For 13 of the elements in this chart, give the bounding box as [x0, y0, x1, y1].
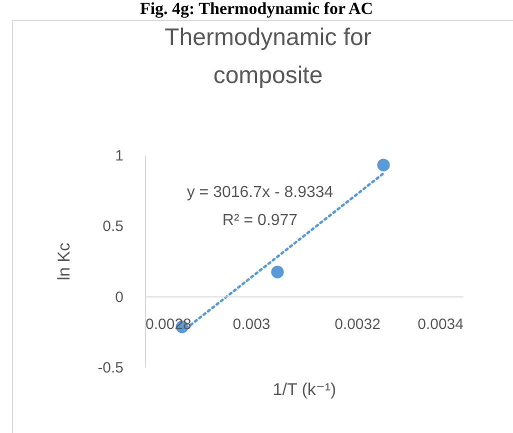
y-tick-label: 0.5 — [102, 218, 124, 236]
x-tick-label: 0.0032 — [334, 316, 380, 333]
annotation: y = 3016.7x - 8.9334 — [186, 184, 334, 201]
annotation: R² = 0.977 — [222, 212, 298, 229]
x-tick-label: 0.003 — [232, 316, 270, 333]
x-axis-title: 1/T (k⁻¹) — [272, 380, 336, 399]
y-tick-label: 0 — [115, 288, 124, 306]
y-tick-label: -0.5 — [98, 360, 124, 376]
y-axis-title: ln Kc — [54, 242, 74, 280]
x-tick-label: 0.0034 — [418, 316, 464, 333]
chart-title: Thermodynamic for composite — [164, 24, 372, 89]
caption: Fig. 4g: Thermodynamic for AC — [138, 0, 374, 18]
y-tick-label: 1 — [115, 148, 124, 164]
